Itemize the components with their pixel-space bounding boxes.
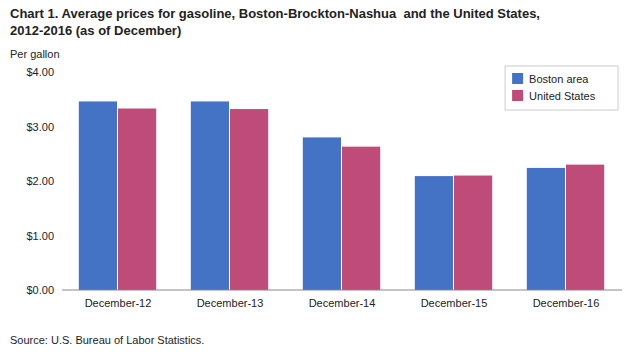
y-tick-label: $0.00 — [26, 284, 54, 296]
y-tick-label: $2.00 — [26, 175, 54, 187]
legend-label: Boston area — [529, 73, 589, 85]
x-tick-label: December-14 — [309, 297, 376, 309]
x-axis-line — [62, 290, 622, 291]
chart-svg: Chart 1. Average prices for gasoline, Bo… — [0, 0, 638, 354]
x-tick-label: December-15 — [421, 297, 488, 309]
bars — [79, 101, 604, 290]
x-tick-label: December-12 — [85, 297, 152, 309]
x-tick-label: December-16 — [533, 297, 600, 309]
y-axis-label: Per gallon — [10, 48, 60, 60]
chart-container: Chart 1. Average prices for gasoline, Bo… — [0, 0, 638, 354]
bar — [454, 176, 492, 290]
legend-swatch — [512, 73, 523, 84]
bar — [230, 109, 268, 290]
bar — [342, 147, 380, 290]
subtitle: 2012-2016 (as of December) — [10, 23, 181, 38]
y-tick-label: $1.00 — [26, 230, 54, 242]
legend-label: United States — [529, 90, 596, 102]
bar — [303, 137, 341, 290]
y-tick-label: $3.00 — [26, 121, 54, 133]
bar — [527, 168, 565, 290]
legend-swatch — [512, 90, 523, 101]
x-tick-label: December-13 — [197, 297, 264, 309]
bar — [566, 165, 604, 290]
legend: Boston area United States — [505, 66, 618, 110]
bar — [79, 101, 117, 290]
title: Chart 1. Average prices for gasoline, Bo… — [10, 6, 540, 21]
bar — [415, 176, 453, 290]
bar — [191, 101, 229, 290]
source: Source: U.S. Bureau of Labor Statistics. — [10, 334, 204, 346]
y-tick-label: $4.00 — [26, 66, 54, 78]
bar — [118, 109, 156, 290]
legend-box — [505, 66, 618, 110]
